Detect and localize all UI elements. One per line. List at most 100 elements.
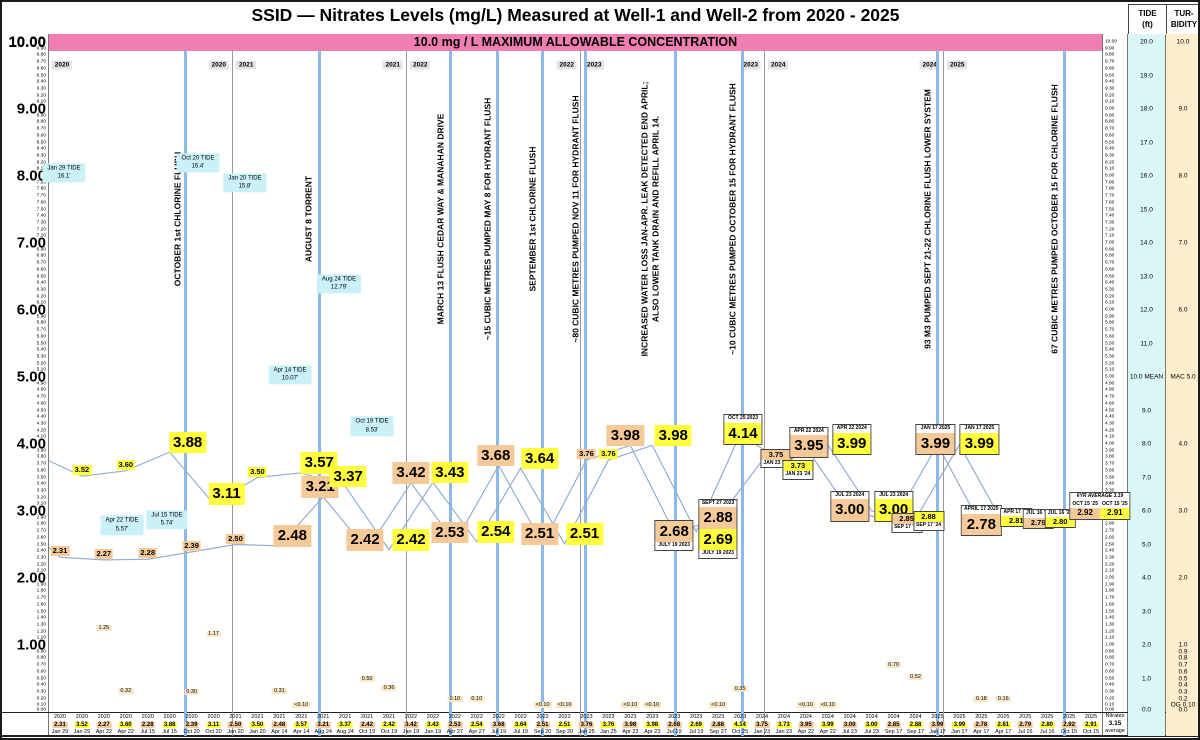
turbidity-marker: 0.70 (886, 662, 901, 669)
footer-year: 2022 (470, 714, 483, 720)
point-value: 2.39 (182, 541, 201, 551)
nitrates-right-tick: 8.20 (1105, 160, 1115, 166)
footer-value: 3.52 (74, 721, 90, 728)
footer-date: Jan 20 (227, 728, 244, 735)
turbidity-tick: 0.6 (1178, 668, 1188, 676)
footer-date: Oct 19 (380, 728, 398, 735)
point-value: 3.76 (577, 449, 596, 460)
year-divider-line (232, 51, 233, 736)
point-label-group: 3.88 (169, 431, 207, 454)
turbidity-marker: 0.32 (118, 687, 134, 694)
nitrates-right-tick: 5.90 (1105, 314, 1115, 320)
nitrates-minor-tick: 2.10 (36, 568, 46, 574)
point-label-group: 2.51 (520, 523, 559, 545)
nitrates-minor-tick: 3.40 (36, 481, 46, 487)
turbidity-tick: 0.3 (1178, 688, 1188, 696)
point-value: 2.42 (392, 529, 430, 551)
footer-date: Oct 20 (205, 728, 222, 735)
point-label-group: 3.64 (521, 447, 559, 470)
tide-note: Jan 29 TIDE 16.1' (42, 162, 86, 183)
nitrates-right-tick: 2.70 (1105, 528, 1115, 534)
footer-value: 2.78 (974, 721, 989, 728)
nitrates-minor-tick: 8.70 (36, 126, 46, 132)
footer-date: Aug 24 (336, 728, 354, 735)
footer-date: Apr 27 (468, 728, 485, 735)
footer-value: 2.88 (710, 721, 726, 728)
footer-year: 2021 (317, 714, 330, 720)
nitrates-minor-tick: 6.30 (36, 287, 46, 293)
average-box-cell: OCT 15 '25 2.92 (1070, 500, 1100, 519)
footer-date: Jul 23 (842, 728, 858, 735)
nitrates-minor-tick: 7.60 (36, 200, 46, 206)
point-label-group: 3.21 (301, 476, 339, 498)
nitrates-minor-tick: 7.30 (36, 220, 46, 226)
point-value: 2.79 (1023, 517, 1053, 528)
nitrates-right-tick: 1.90 (1105, 582, 1115, 588)
point-label-group: 2.28 (138, 548, 158, 559)
turbidity-marker: <0.10 (533, 702, 552, 708)
event-line (935, 51, 939, 736)
footer-year: 2024 (843, 714, 856, 720)
footer-value: 3.95 (798, 721, 814, 728)
nitrates-major-tick: 2.00 (16, 569, 46, 587)
mac-axis-label: 10.00 (8, 34, 46, 51)
nitrates-major-tick: 9.00 (16, 100, 46, 118)
nitrates-minor-tick: 3.10 (36, 501, 46, 507)
point-value: 3.11 (208, 483, 245, 505)
nitrates-right-tick: 6.00 (1105, 307, 1115, 313)
footer-date: Jul 23 (864, 728, 879, 735)
nitrates-minor-tick: 1.60 (36, 602, 46, 608)
footer-date: Jan 23 (753, 728, 771, 735)
nitrates-minor-tick: 1.50 (36, 609, 46, 614)
point-date-tag: APR 17 '25 (1001, 508, 1032, 517)
footer-date: Oct 15 (1082, 728, 1100, 735)
tide-note: Aug 24 TIDE 12.79' (316, 273, 362, 294)
footer-summary-average-word: average (1105, 728, 1125, 734)
nitrates-right-tick: 5.40 (1105, 347, 1115, 353)
event-label-line: ~80 CUBIC METRES PUMPED NOV 11 FOR HYDRA… (570, 95, 581, 343)
nitrates-minor-tick: 6.10 (36, 300, 46, 306)
point-date-tag: SEPT 27 2023 (699, 499, 737, 508)
footer-date: Jan 19 (424, 728, 442, 735)
nitrates-right-tick: 4.30 (1105, 421, 1115, 427)
nitrates-right-tick: 0.20 (1105, 696, 1115, 702)
footer-year: 2021 (229, 714, 242, 720)
point-date-tag: JUL 23 2024 (875, 491, 913, 499)
tide-note-line: Jan 29 TIDE (47, 164, 81, 171)
event-label: AUGUST 8 TORRENT (303, 176, 314, 262)
footer-value: 2.88 (908, 721, 923, 728)
turbidity-tick: 8.0 (1178, 172, 1188, 180)
footer-value: 2.51 (535, 721, 550, 728)
footer-date: Jan 19 (402, 728, 420, 735)
nitrates-right-tick: 2.00 (1105, 575, 1115, 581)
point-date-tag: OCT 15 '25 (1070, 500, 1100, 509)
tide-note: Jan 20 TIDE 15.8' (223, 173, 267, 193)
point-value: 2.48 (273, 525, 311, 547)
nitrates-right-tick: 6.40 (1105, 280, 1115, 286)
nitrates-minor-tick: 9.20 (36, 93, 46, 99)
nitrates-right-tick: 9.10 (1105, 99, 1115, 105)
point-date-tag: APR 22 2024 (790, 427, 828, 436)
turbidity-tick: 3.0 (1178, 507, 1188, 515)
nitrates-right-tick: 5.10 (1105, 367, 1115, 373)
tide-note-line: 5.57' (115, 526, 129, 533)
nitrates-minor-tick: 4.70 (36, 394, 46, 400)
turbidity-marker: <0.10 (555, 702, 574, 708)
turbidity-marker: 1.25 (96, 625, 112, 632)
event-line (540, 51, 544, 736)
footer-year: 2021 (360, 714, 374, 720)
nitrates-minor-tick: 9.70 (36, 59, 46, 65)
footer-year: 2022 (558, 714, 571, 720)
nitrates-right-tick: 9.40 (1105, 79, 1115, 85)
footer-date: Jul 19 (666, 728, 682, 735)
year-chip: 2022 (556, 60, 577, 70)
nitrates-right-tick: 7.50 (1105, 207, 1115, 212)
point-value: 2.88 (914, 512, 944, 523)
footer-date: Jan 25 (578, 728, 595, 735)
nitrates-right-tick: 0.00 (1105, 707, 1115, 713)
nitrates-major-tick: 10.00 (8, 33, 46, 51)
point-value: 2.81 (1001, 516, 1032, 527)
nitrates-minor-tick: 8.40 (36, 146, 46, 152)
nitrates-minor-tick: 4.50 (36, 408, 46, 413)
point-value: 2.54 (477, 521, 515, 543)
